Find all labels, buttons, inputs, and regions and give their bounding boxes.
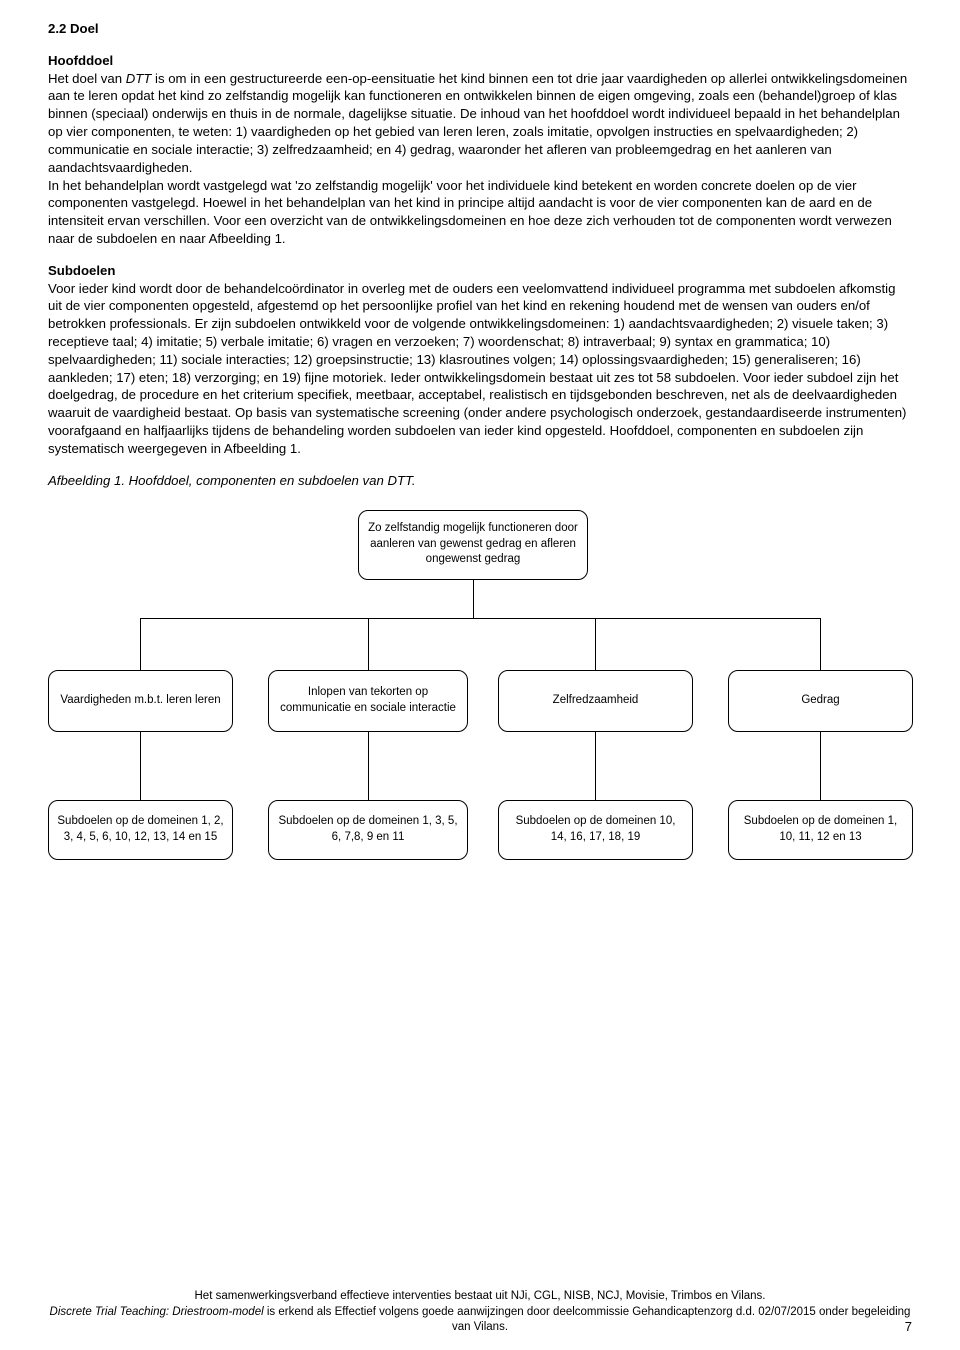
subdoelen-heading: Subdoelen <box>48 263 115 278</box>
diagram-root-text: Zo zelfstandig mogelijk functioneren doo… <box>367 521 579 568</box>
connector-v <box>595 732 596 800</box>
diagram-leaf-box-0: Subdoelen op de domeinen 1, 2, 3, 4, 5, … <box>48 800 233 860</box>
figure-caption: Afbeelding 1. Hoofddoel, componenten en … <box>48 472 912 490</box>
connector-v <box>473 580 474 618</box>
diagram-leaf-box-1: Subdoelen op de domeinen 1, 3, 5, 6, 7,8… <box>268 800 468 860</box>
diagram-container: Zo zelfstandig mogelijk functioneren doo… <box>48 510 912 930</box>
connector-v <box>368 732 369 800</box>
diagram-leaf-box-2: Subdoelen op de domeinen 10, 14, 16, 17,… <box>498 800 693 860</box>
connector-v <box>140 732 141 800</box>
connector-v <box>368 618 369 670</box>
hoofddoel-text-2: In het behandelplan wordt vastgelegd wat… <box>48 178 892 246</box>
connector-v <box>820 618 821 670</box>
diagram-mid-box-3: Gedrag <box>728 670 913 732</box>
diagram-root-box: Zo zelfstandig mogelijk functioneren doo… <box>358 510 588 580</box>
connector-v <box>595 618 596 670</box>
footer-line-1: Het samenwerkingsverband effectieve inte… <box>195 1290 766 1302</box>
dtt-italic: DTT <box>126 71 152 86</box>
page-footer: Het samenwerkingsverband effectieve inte… <box>48 1289 912 1336</box>
diagram-mid-box-2: Zelfredzaamheid <box>498 670 693 732</box>
hoofddoel-text: Het doel van DTT is om in een gestructur… <box>48 71 907 175</box>
hoofddoel-heading: Hoofddoel <box>48 53 113 68</box>
connector-h <box>140 618 820 619</box>
section-number: 2.2 Doel <box>48 20 912 38</box>
subdoelen-text: Voor ieder kind wordt door de behandelco… <box>48 281 906 456</box>
connector-v <box>140 618 141 670</box>
connector-v <box>820 732 821 800</box>
footer-line-2-italic: Discrete Trial Teaching: Driestroom-mode… <box>50 1306 264 1318</box>
diagram-mid-box-1: Inlopen van tekorten op communicatie en … <box>268 670 468 732</box>
hoofddoel-block: Hoofddoel Het doel van DTT is om in een g… <box>48 52 912 248</box>
subdoelen-block: Subdoelen Voor ieder kind wordt door de … <box>48 262 912 458</box>
diagram-mid-box-0: Vaardigheden m.b.t. leren leren <box>48 670 233 732</box>
diagram-leaf-box-3: Subdoelen op de domeinen 1, 10, 11, 12 e… <box>728 800 913 860</box>
page-number: 7 <box>905 1318 912 1336</box>
footer-line-2-rest: is erkend als Effectief volgens goede aa… <box>264 1306 911 1334</box>
